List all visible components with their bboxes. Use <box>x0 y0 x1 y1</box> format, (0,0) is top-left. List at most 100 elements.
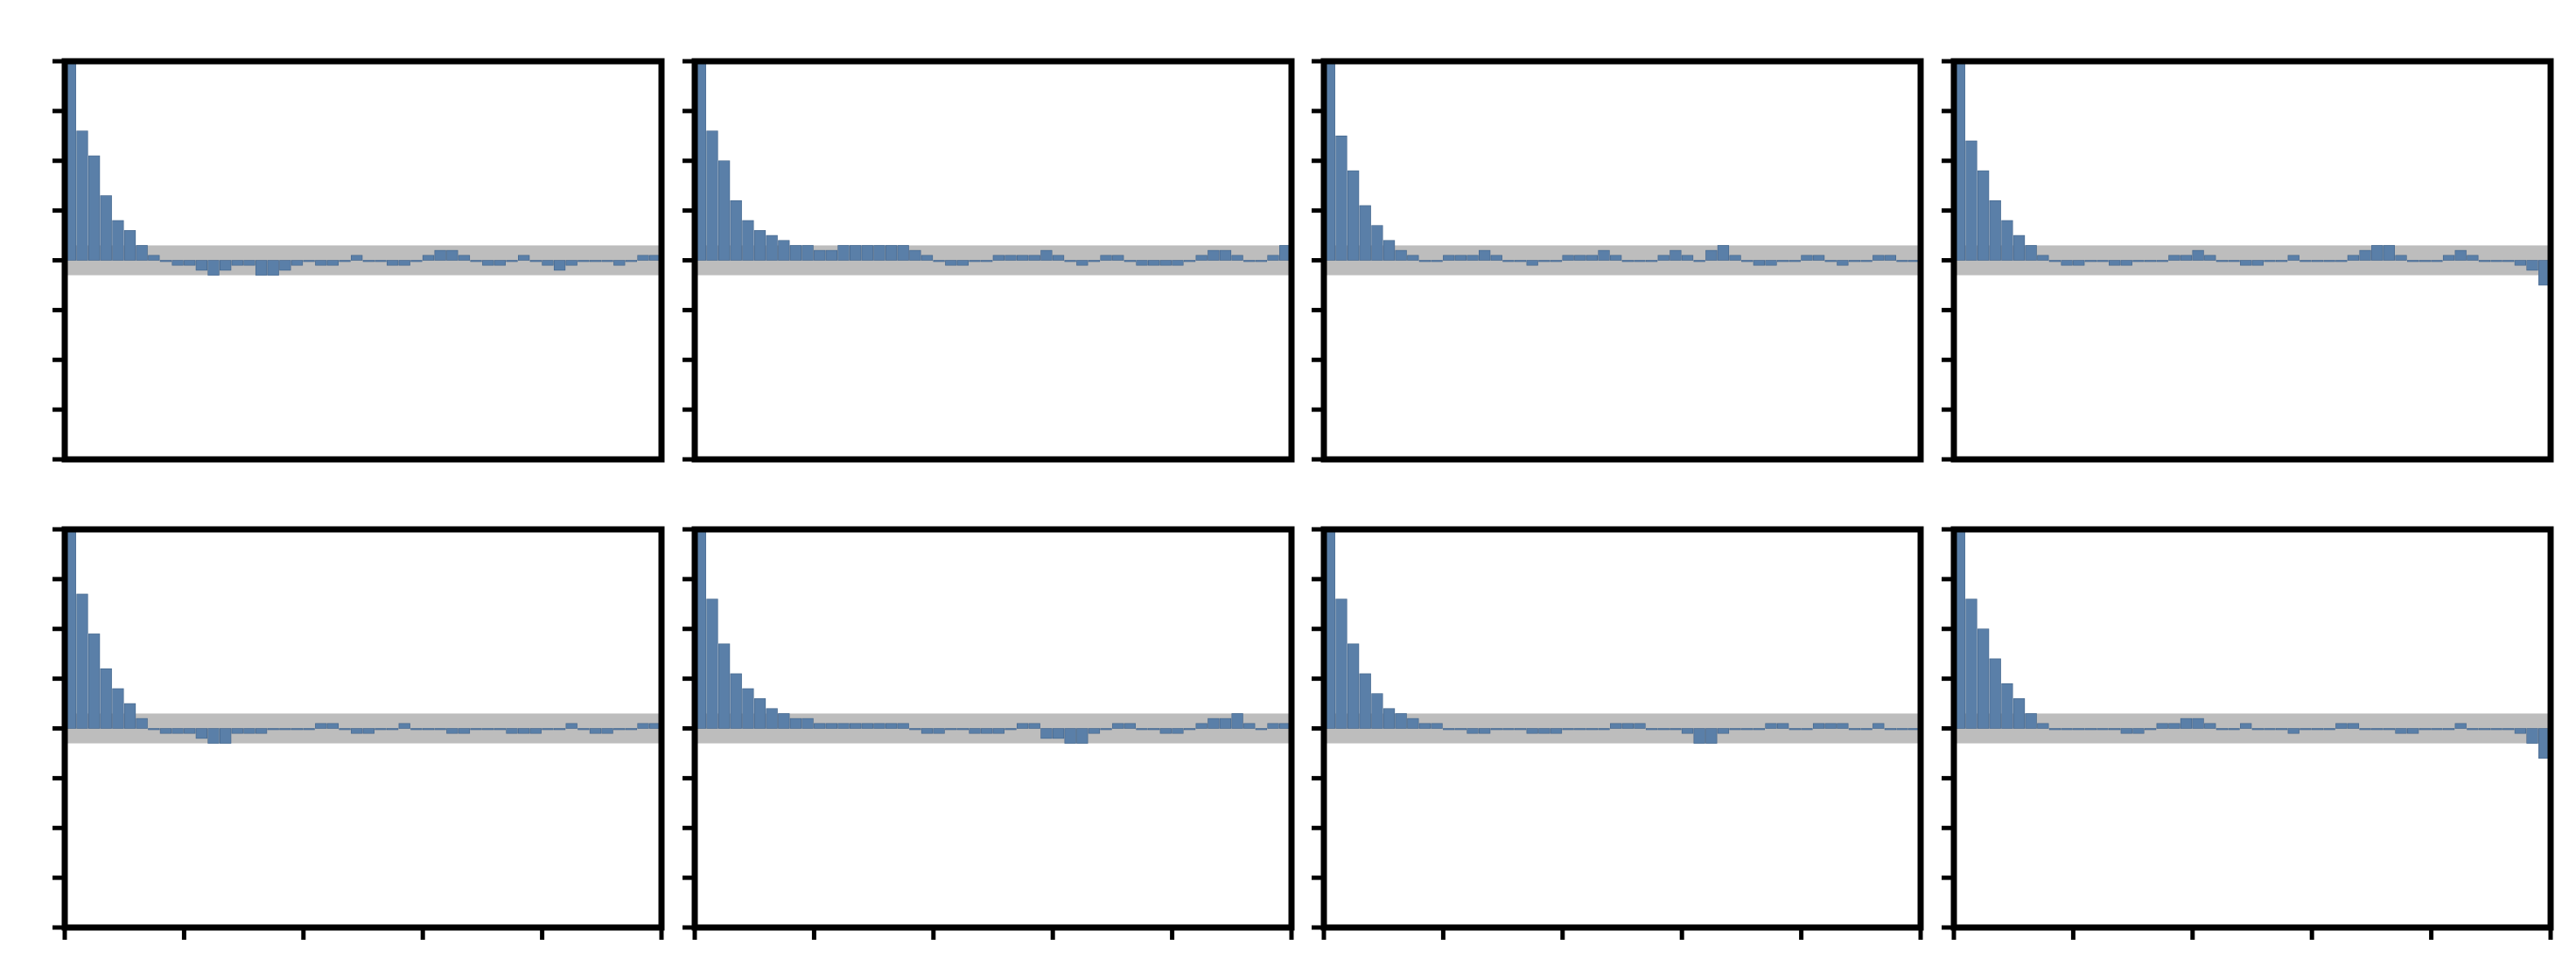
acf-bar <box>1574 255 1586 261</box>
acf-bar <box>1172 260 1184 266</box>
acf-bar <box>255 260 268 276</box>
acf-bar <box>1347 170 1360 261</box>
acf-bar <box>1741 728 1754 731</box>
acf-bar <box>482 728 494 731</box>
acf-bar <box>1634 260 1646 262</box>
acf-bar <box>1777 723 1789 729</box>
acf-bar <box>351 255 363 261</box>
acf-bar <box>1538 728 1550 734</box>
acf-bar <box>897 245 909 261</box>
acf-bar <box>789 718 802 729</box>
acf-bar <box>315 723 327 729</box>
acf-bar <box>1076 728 1088 744</box>
acf-bar <box>1088 260 1101 262</box>
acf-bar <box>374 260 387 262</box>
acf-bar <box>220 728 232 744</box>
acf-bar <box>136 718 148 729</box>
acf-bar <box>718 643 731 729</box>
acf-bar <box>1645 260 1658 262</box>
acf-bar <box>422 728 435 731</box>
acf-bar <box>1490 728 1502 731</box>
acf-bar <box>814 723 826 729</box>
acf-bar <box>706 598 718 729</box>
acf-bar <box>1335 136 1348 261</box>
acf-bar <box>992 255 1004 261</box>
acf-bar <box>339 260 351 262</box>
acf-bar <box>2478 260 2491 262</box>
acf-bar <box>1860 260 1872 262</box>
acf-bar <box>100 195 112 261</box>
acf-bar <box>2526 728 2538 744</box>
acf-bar <box>601 728 613 734</box>
acf-bar <box>2264 260 2276 262</box>
acf-bar <box>1860 728 1872 731</box>
acf-bar <box>220 260 232 271</box>
acf-bar <box>1359 205 1371 261</box>
acf-bar <box>1382 708 1396 729</box>
acf-bar <box>2048 728 2062 731</box>
acf-bar <box>2144 260 2157 262</box>
acf-bar <box>148 728 160 731</box>
acf-bar <box>1837 723 1849 729</box>
acf-bar <box>398 260 410 266</box>
acf-bar <box>1538 260 1550 262</box>
acf-bar <box>1407 718 1419 729</box>
acf-bar <box>2395 255 2407 261</box>
acf-bar <box>2073 728 2085 731</box>
acf-bar <box>1562 255 1574 261</box>
acf-bar <box>909 249 921 261</box>
acf-bar <box>2275 728 2288 731</box>
acf-bar <box>920 255 934 261</box>
acf-bar <box>434 249 446 261</box>
acf-bar <box>981 728 993 734</box>
acf-bar <box>1801 728 1813 731</box>
acf-bar <box>1717 728 1730 734</box>
acf-bar <box>1112 255 1124 261</box>
acf-bar <box>1514 728 1527 731</box>
acf-bar <box>1848 260 1861 262</box>
acf-bar <box>1267 255 1279 261</box>
acf-bar <box>933 260 945 262</box>
acf-bar <box>2311 728 2324 731</box>
acf-bar <box>290 728 304 731</box>
acf-bar <box>2442 255 2455 261</box>
acf-bar <box>1989 658 2001 729</box>
acf-bar <box>1159 728 1172 734</box>
acf-bar <box>172 260 184 266</box>
acf-bar <box>518 728 530 734</box>
acf-bar <box>1004 728 1017 731</box>
acf-bar <box>1431 260 1443 262</box>
acf-bar <box>1670 249 1682 261</box>
acf-bar <box>434 728 446 731</box>
acf-bar <box>2418 260 2431 262</box>
acf-bar <box>112 220 124 261</box>
acf-bar <box>339 728 351 731</box>
acf-bar <box>730 673 742 729</box>
acf-bar <box>1267 723 1279 729</box>
acf-bar <box>1586 728 1599 731</box>
acf-bar <box>243 728 256 734</box>
acf-bar <box>2120 260 2132 266</box>
acf-bar <box>1681 255 1694 261</box>
acf-bar <box>2037 255 2049 261</box>
acf-bar <box>1872 255 1885 261</box>
acf-bar <box>136 245 148 261</box>
acf-bar <box>374 728 387 731</box>
acf-bar <box>1801 255 1813 261</box>
acf-bar <box>1598 728 1610 731</box>
acf-bar <box>2240 723 2252 729</box>
acf-bar <box>1466 255 1479 261</box>
acf-bar <box>362 728 374 734</box>
acf-bar <box>1621 723 1634 729</box>
acf-bar <box>1100 728 1112 731</box>
acf-bar <box>494 260 506 266</box>
acf-bar <box>2168 255 2180 261</box>
acf-bar <box>613 260 626 266</box>
acf-bar <box>837 245 850 261</box>
acf-bar <box>494 728 506 731</box>
acf-bar <box>1989 200 2001 261</box>
acf-bar <box>2311 260 2324 262</box>
acf-bar <box>565 723 578 729</box>
acf-bar <box>1872 723 1885 729</box>
